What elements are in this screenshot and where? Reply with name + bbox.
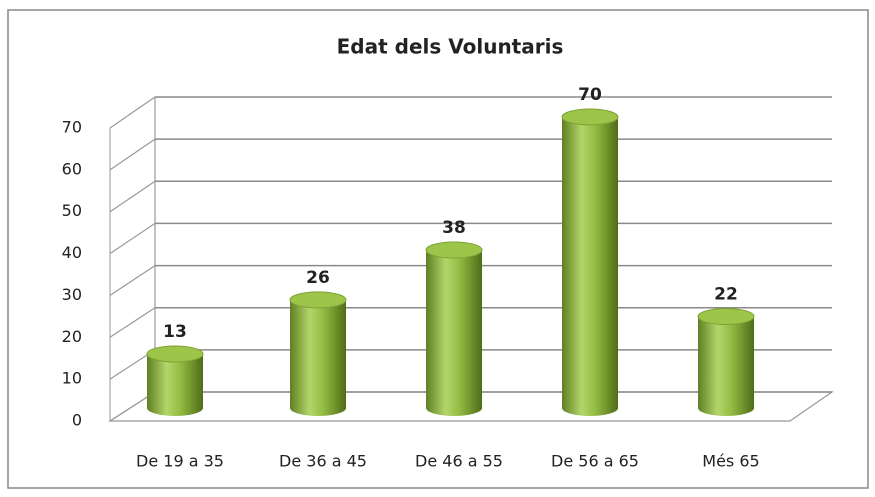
value-label: 13 <box>163 322 187 342</box>
grid-slant <box>109 265 156 296</box>
value-label: 26 <box>306 268 330 288</box>
x-tick-label: De 46 a 55 <box>415 452 503 471</box>
y-tick-label: 10 <box>62 369 82 388</box>
bar-top <box>561 108 619 126</box>
bar-top <box>146 345 204 363</box>
bar <box>562 117 618 416</box>
y-tick-label: 70 <box>62 118 82 137</box>
bar-top <box>697 308 755 326</box>
y-tick-label: 40 <box>62 243 82 262</box>
y-tick-label: 50 <box>62 201 82 220</box>
y-tick-label: 60 <box>62 159 82 178</box>
bar <box>698 316 754 416</box>
y-tick-label: 20 <box>62 327 82 346</box>
x-tick-label: De 19 a 35 <box>136 452 224 471</box>
grid-slant <box>109 180 156 213</box>
grid-slant <box>109 307 156 338</box>
chart-title: Edat dels Voluntaris <box>337 35 564 59</box>
grid-slant <box>109 222 156 255</box>
bar <box>147 353 203 416</box>
bar-top <box>289 291 347 309</box>
grid-slant <box>109 96 156 129</box>
x-tick-label: Més 65 <box>702 452 759 471</box>
y-tick-label: 30 <box>62 285 82 304</box>
bar <box>426 250 482 416</box>
x-tick-label: De 56 a 65 <box>551 452 639 471</box>
x-tick-label: De 36 a 45 <box>279 452 367 471</box>
bar <box>290 299 346 416</box>
grid-slant <box>109 138 156 171</box>
value-label: 38 <box>442 218 466 238</box>
value-label: 22 <box>714 285 738 305</box>
value-label: 70 <box>578 85 602 105</box>
y-tick-label: 0 <box>72 411 82 430</box>
bar-top <box>425 241 483 259</box>
